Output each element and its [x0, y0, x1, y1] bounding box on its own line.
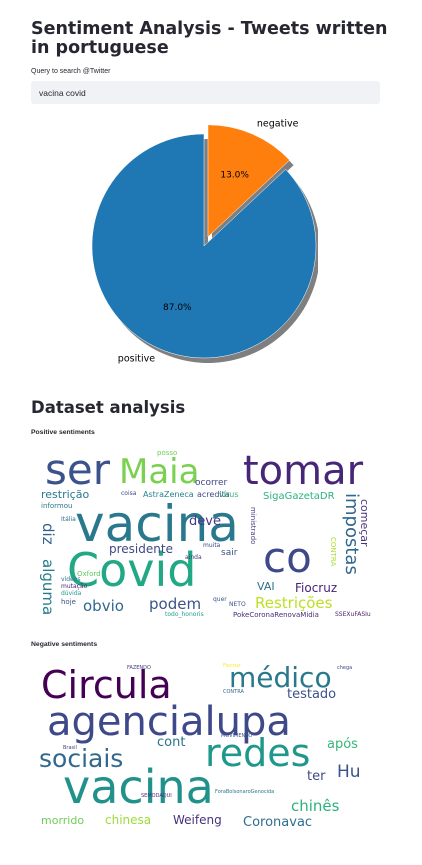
negative-wordcloud: Circula médico testado agencialupa socia…: [37, 660, 375, 832]
pie-slices: [92, 125, 316, 358]
cloud-word: obvio: [83, 599, 124, 614]
cloud-word: ForaBolsonaroGenocida: [215, 790, 274, 795]
cloud-word: SigaGazetaDR: [263, 492, 335, 502]
cloud-word: diz: [40, 523, 55, 545]
cloud-word: começar: [359, 499, 370, 547]
cloud-word: após: [327, 738, 358, 751]
cloud-word: Restrições: [255, 596, 332, 611]
page-title: Sentiment Analysis - Tweets written in p…: [31, 20, 401, 58]
cloud-word: podem: [149, 597, 201, 612]
pie-category-label: negative: [257, 118, 299, 129]
cloud-word: testado: [287, 688, 336, 701]
cloud-word: AstraZeneca: [143, 491, 194, 499]
cloud-word: alguma: [40, 559, 55, 615]
cloud-word: chega: [337, 666, 352, 671]
dataset-title: Dataset analysis: [31, 398, 185, 417]
cloud-word: vírus: [219, 491, 238, 499]
cloud-word: deve: [189, 515, 221, 528]
positive-sentiments-label: Positive sentiments: [31, 429, 95, 436]
cloud-word: quer: [213, 597, 227, 603]
cloud-word: NETO: [229, 602, 246, 608]
cloud-word: Maia: [119, 455, 199, 489]
cloud-word: posso: [157, 450, 177, 457]
cloud-word: MOVIMENTO: [221, 734, 252, 739]
cloud-word: sair: [221, 549, 237, 558]
cloud-word: informou: [41, 503, 72, 510]
cloud-word: presidente: [109, 543, 173, 555]
positive-wordcloud: ser Maia tomar vacina Covid co restrição…: [37, 447, 375, 621]
cloud-word: hoje: [61, 599, 76, 606]
cloud-word: Brasil: [63, 746, 77, 751]
negative-sentiments-label: Negative sentiments: [31, 641, 97, 648]
cloud-word: ainda: [185, 555, 202, 561]
cloud-word: vacina: [63, 764, 214, 810]
cloud-word: CONTRA: [223, 690, 244, 695]
cloud-word: Oxford: [77, 571, 101, 578]
cloud-word: todo_honoris: [165, 612, 204, 618]
cloud-word: VAI: [257, 581, 275, 592]
cloud-word: ministrado: [249, 507, 256, 544]
cloud-word: ser: [45, 449, 110, 491]
cloud-word: ter: [307, 770, 325, 783]
cloud-word: dúvida: [61, 591, 81, 597]
cloud-word: redes: [205, 734, 310, 772]
cloud-word: morrido: [41, 815, 84, 826]
cloud-word: muita: [203, 543, 220, 549]
pie-value-label: 13.0%: [220, 171, 249, 181]
cloud-word: tomar: [243, 451, 363, 491]
pie-category-label: positive: [118, 354, 155, 365]
cloud-word: Fiocruz: [295, 582, 337, 594]
cloud-word: CONTRA: [329, 537, 336, 566]
query-label: Query to search @Twitter: [31, 68, 110, 75]
cloud-word: FAZENDO: [127, 666, 151, 671]
cloud-word: co: [263, 537, 312, 579]
cloud-word: Itália: [61, 517, 76, 523]
cloud-word: SSEXuFASIu: [335, 612, 371, 618]
cloud-word: chinesa: [105, 814, 151, 826]
query-input[interactable]: [31, 81, 380, 104]
cloud-word: Hu: [337, 764, 361, 781]
cloud-word: PokeCoronaRenovaMidia: [233, 612, 319, 619]
cloud-word: Coronavac: [243, 816, 312, 829]
cloud-word: cont: [157, 736, 185, 749]
cloud-word: Weifeng: [173, 814, 222, 826]
cloud-word: restrição: [41, 489, 89, 500]
cloud-word: chinês: [291, 799, 339, 814]
sentiment-pie-chart: 87.0% positive 13.0% negative: [88, 118, 318, 366]
pie-value-label: 87.0%: [163, 303, 192, 313]
cloud-word: coisa: [121, 491, 136, 497]
cloud-word: ocorrer: [195, 479, 227, 488]
cloud-word: SEMODAQUI: [141, 794, 172, 799]
cloud-word: Fiocruz: [223, 664, 241, 669]
